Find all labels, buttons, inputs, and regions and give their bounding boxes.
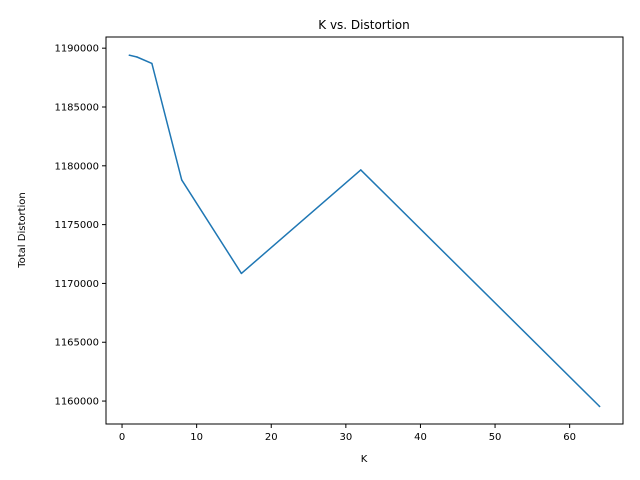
x-tick-label: 30	[339, 432, 352, 443]
x-tick-label: 50	[489, 432, 502, 443]
data-point	[151, 62, 153, 65]
y-tick-label: 1190000	[54, 44, 99, 55]
x-axis-ticks: 0 10 20 30 40 50 60	[119, 424, 576, 443]
data-point	[136, 56, 138, 58]
y-tick-label: 1185000	[54, 102, 99, 113]
data-point	[180, 179, 183, 181]
data-point	[598, 405, 601, 408]
data-point	[360, 169, 362, 171]
plot-area	[128, 54, 601, 408]
data-point	[240, 272, 243, 275]
y-tick-label: 1175000	[54, 220, 99, 231]
axes-frame	[105, 36, 624, 425]
data-point	[128, 54, 131, 56]
x-tick-label: 20	[265, 432, 278, 443]
x-tick-label: 40	[414, 432, 427, 443]
y-axis-label: Total Distortion	[17, 192, 28, 269]
x-tick-label: 0	[119, 432, 125, 443]
x-axis-label: K	[361, 454, 368, 465]
y-tick-label: 1170000	[54, 279, 99, 290]
y-tick-label: 1165000	[54, 338, 99, 349]
x-tick-label: 10	[190, 432, 203, 443]
y-axis-ticks: 1160000 1165000 1170000 1175000 1180000 11850…	[54, 44, 106, 408]
x-tick-label: 60	[563, 432, 576, 443]
chart-title: K vs. Distortion	[318, 18, 409, 32]
y-tick-label: 1180000	[54, 161, 99, 172]
y-tick-label: 1160000	[54, 397, 99, 408]
